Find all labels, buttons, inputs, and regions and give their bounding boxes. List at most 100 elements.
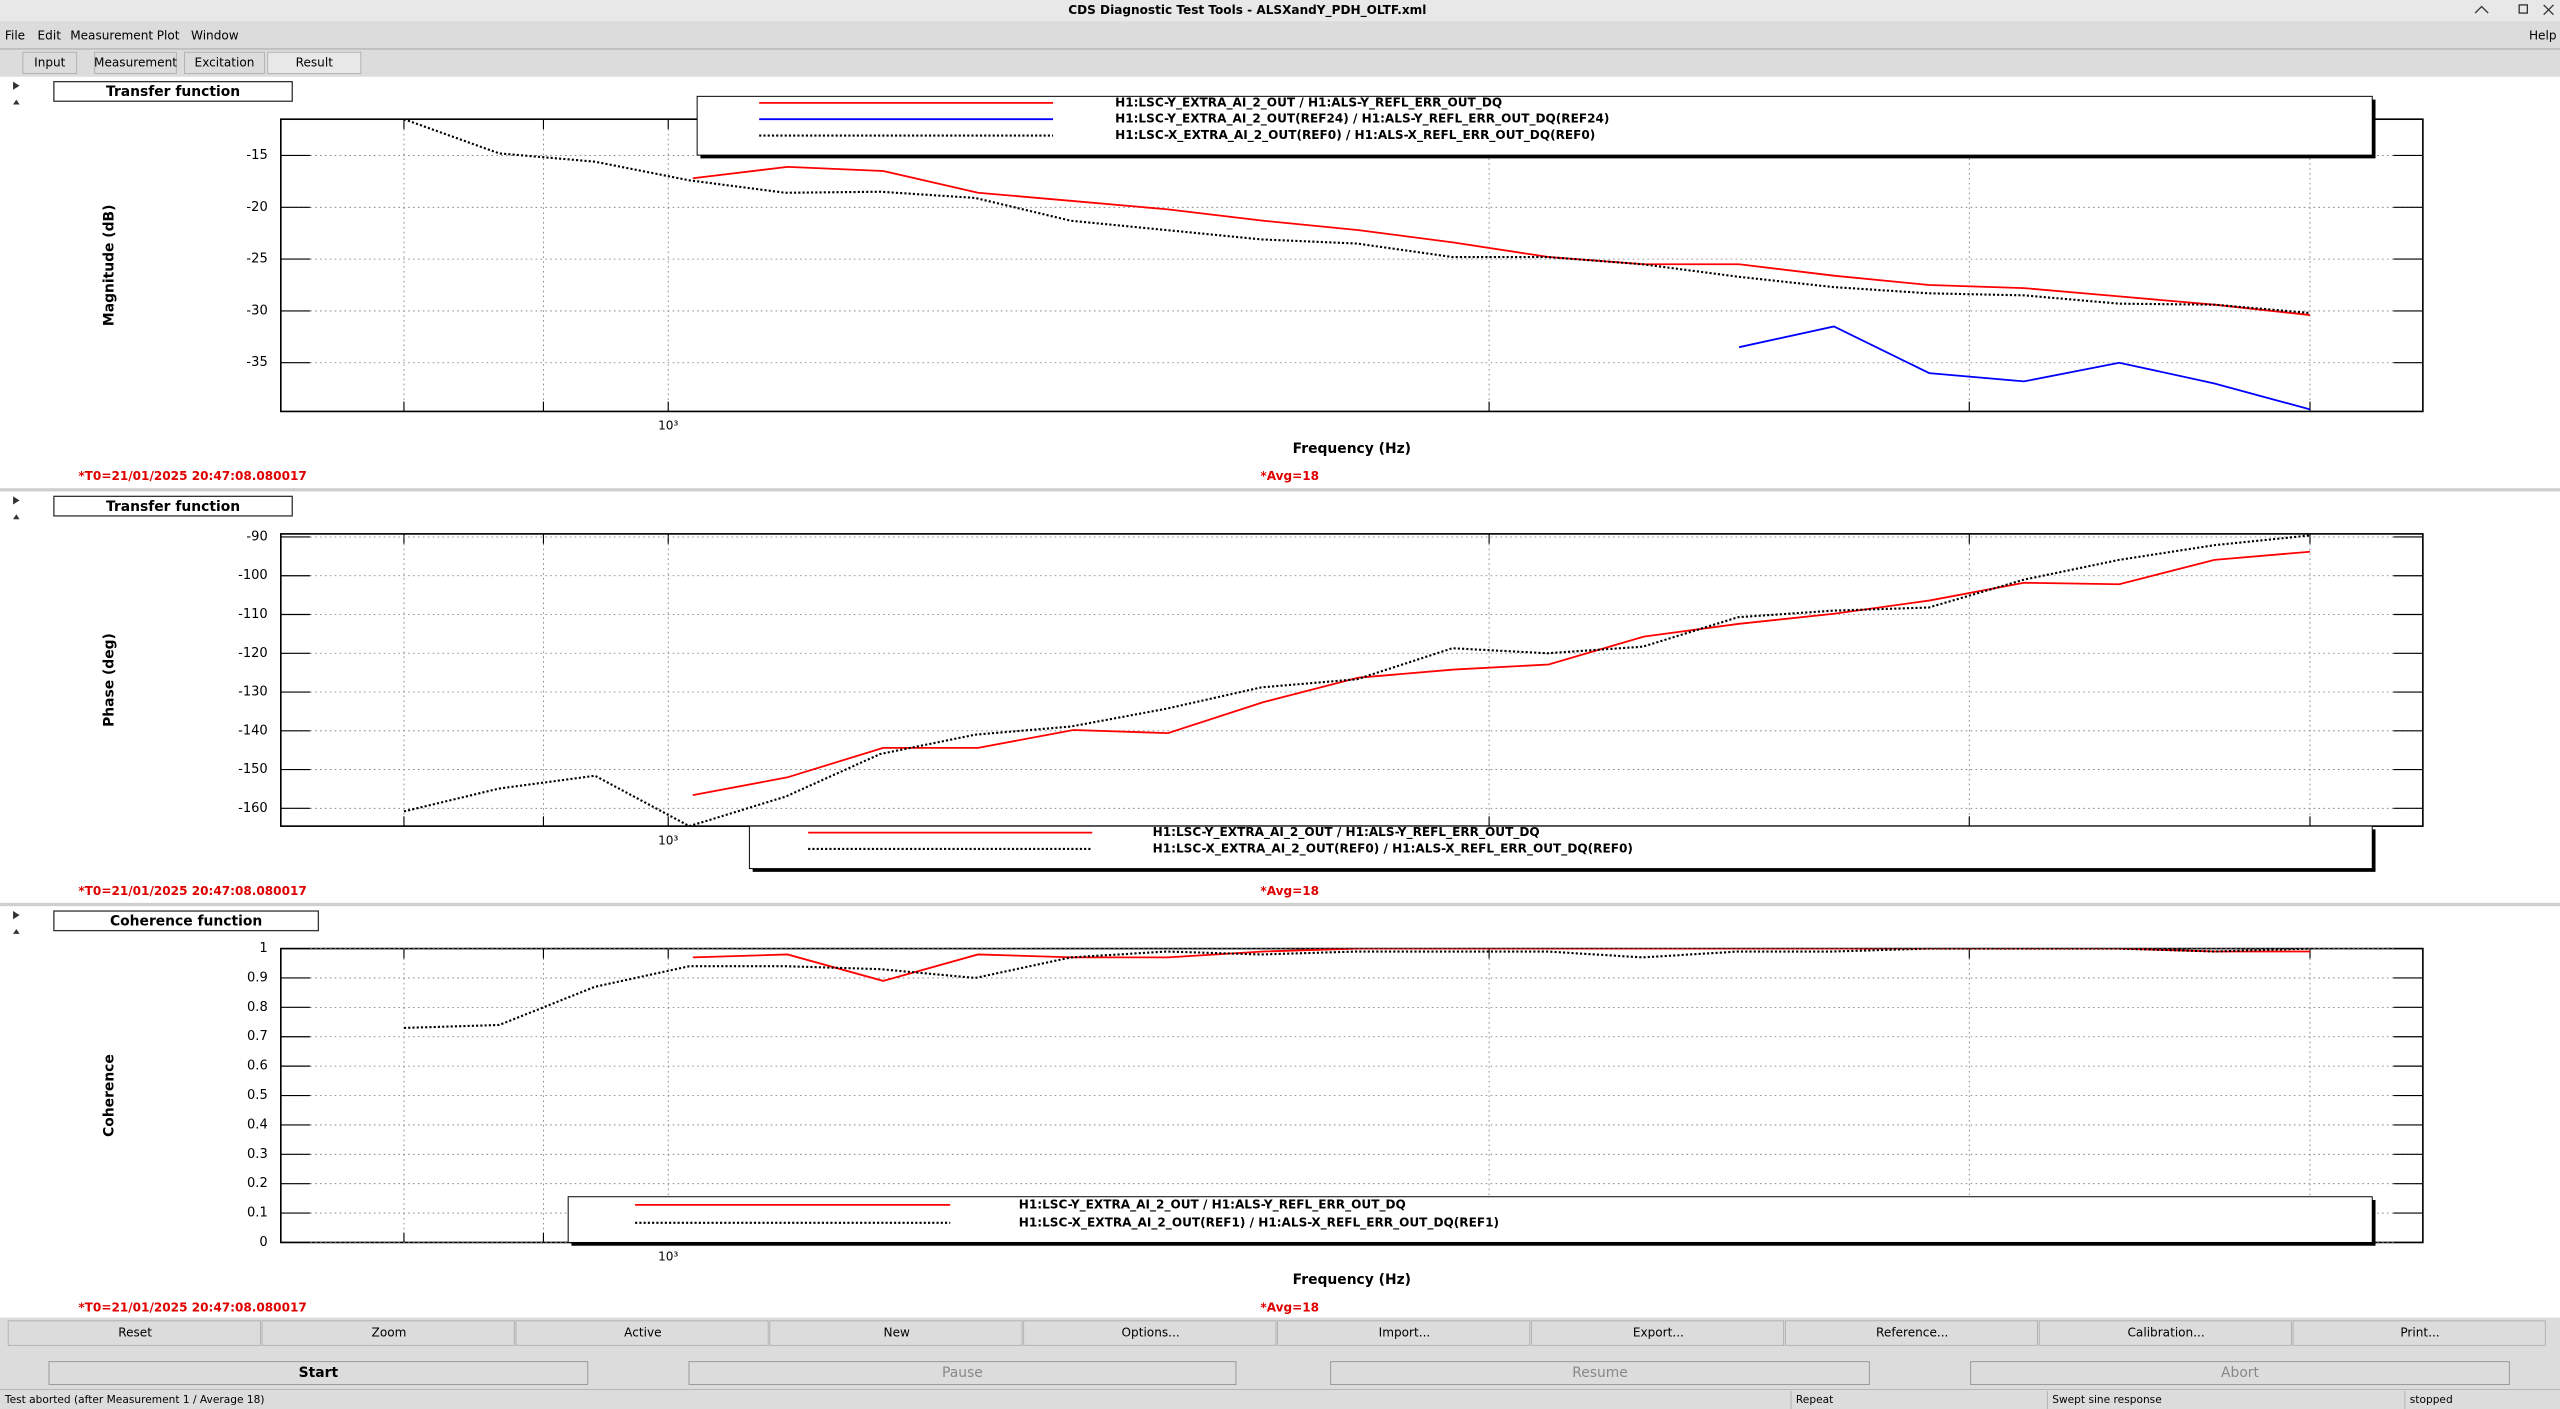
y-tick-label: 0	[259, 1235, 267, 1250]
panel-title: Transfer function	[106, 84, 240, 100]
tab-label[interactable]: Result	[296, 55, 334, 69]
toolbar-button[interactable]	[769, 1320, 1023, 1346]
status-text: Test aborted (after Measurement 1 / Aver…	[4, 1393, 265, 1406]
y-tick-label: 0.7	[247, 1029, 268, 1044]
help-menu[interactable]: Help	[2529, 28, 2557, 42]
toolbar-button[interactable]	[1784, 1320, 2038, 1346]
control-button[interactable]	[1330, 1361, 1870, 1385]
control-button[interactable]	[688, 1361, 1237, 1385]
series-line	[692, 948, 2310, 982]
y-tick-label: -20	[246, 200, 267, 215]
menu-item[interactable]: File	[5, 28, 25, 42]
series-line	[1738, 325, 2311, 411]
control-button-label[interactable]: Resume	[1572, 1365, 1628, 1381]
toolbar-button[interactable]	[1023, 1320, 1277, 1346]
y-tick-label: 0.3	[247, 1147, 268, 1162]
y-tick-label: -25	[246, 252, 267, 267]
ui: File Edit Measurement Plot Window Input Measur…	[0, 28, 2560, 1409]
tab[interactable]	[22, 51, 78, 74]
close-button[interactable]	[2543, 4, 2554, 16]
toolbar-button-label[interactable]: Active	[624, 1326, 661, 1340]
timestamp-annotation: *T0=21/01/2025 20:47:08.080017	[78, 1300, 306, 1314]
toolbar-button-label[interactable]: Calibration...	[2128, 1326, 2205, 1340]
menu-item[interactable]: Edit	[38, 28, 62, 42]
panel-label-box	[53, 910, 320, 932]
control-button[interactable]	[48, 1361, 589, 1385]
timestamp-annotation: *T0=21/01/2025 20:47:08.080017	[78, 469, 306, 483]
y-tick-label: -130	[238, 685, 268, 700]
panel-arrow[interactable]	[13, 496, 20, 505]
panel-separator	[0, 488, 2560, 492]
panel-arrow[interactable]	[13, 928, 20, 934]
panel-arrow[interactable]	[13, 911, 20, 920]
toolbar-button[interactable]	[515, 1320, 769, 1346]
tab[interactable]	[184, 51, 265, 74]
toolbar-button-label[interactable]: Options...	[1122, 1326, 1180, 1340]
series-line	[403, 534, 2311, 827]
series-line	[403, 948, 2311, 1029]
toolbar-button[interactable]	[1531, 1320, 1785, 1346]
tab-label[interactable]: Input	[34, 55, 66, 69]
tab-label[interactable]: Excitation	[195, 55, 255, 69]
toolbar-button-label[interactable]: New	[884, 1326, 910, 1340]
y-tick-label: 1	[259, 941, 267, 956]
x-tick-label: 10³	[658, 1250, 678, 1264]
series-line	[692, 550, 2311, 797]
charts: Transfer function 10³ -35 -30 -25 -20 -15 Magni…	[0, 80, 2560, 1314]
status-text: Swept sine response	[2052, 1393, 2162, 1406]
menu-item[interactable]: Window	[191, 28, 239, 42]
toolbar-button-label[interactable]: Export...	[1633, 1326, 1684, 1340]
chart-panel: Transfer function 10³ -160 -150 -140 -130 -120…	[0, 488, 2560, 898]
y-tick-label: -15	[246, 148, 267, 163]
toolbar-button-label[interactable]: Import...	[1379, 1326, 1431, 1340]
toolbar-button-label[interactable]: Reference...	[1876, 1326, 1948, 1340]
panel-arrow[interactable]	[13, 99, 20, 105]
tab[interactable]	[267, 51, 362, 74]
menu-item[interactable]: Measurement	[70, 28, 153, 42]
toolbar-button[interactable]	[2038, 1320, 2292, 1346]
timestamp-annotation: *T0=21/01/2025 20:47:08.080017	[78, 884, 306, 898]
legend-label: H1:LSC-Y_EXTRA_AI_2_OUT / H1:ALS-Y_REFL_…	[1115, 95, 1502, 110]
y-axis-label: Coherence	[101, 1054, 117, 1137]
window-controls[interactable]	[2474, 4, 2554, 16]
tab-label[interactable]: Measurement	[94, 55, 177, 69]
average-annotation: *Avg=18	[1260, 1300, 1319, 1314]
panel-arrow[interactable]	[13, 81, 20, 90]
tab[interactable]	[94, 51, 177, 74]
legend-box	[696, 95, 2373, 156]
chart-panel: Transfer function 10³ -35 -30 -25 -20 -15 Magni…	[13, 80, 2424, 483]
y-tick-label: -160	[238, 801, 268, 816]
toolbar-button[interactable]	[1277, 1320, 1531, 1346]
toolbar-button[interactable]	[2292, 1320, 2546, 1346]
y-axis-label: Phase (deg)	[101, 633, 117, 727]
y-tick-label: 0.2	[247, 1176, 268, 1191]
toolbar-button-label[interactable]: Zoom	[372, 1326, 407, 1340]
minimize-button[interactable]	[2474, 5, 2489, 14]
toolbar-button[interactable]	[7, 1320, 261, 1346]
y-tick-label: 0.6	[247, 1059, 268, 1074]
y-tick-label: 0.1	[247, 1206, 268, 1221]
toolbar-button-label[interactable]: Reset	[118, 1326, 152, 1340]
y-tick-label: -150	[238, 762, 268, 777]
maximize-button[interactable]	[2518, 4, 2528, 14]
y-tick-label: -110	[238, 607, 268, 622]
panel-arrow[interactable]	[13, 514, 20, 520]
control-button-label[interactable]: Abort	[2221, 1365, 2259, 1381]
toolbar-button-label[interactable]: Print...	[2400, 1326, 2439, 1340]
y-tick-label: -140	[238, 723, 268, 738]
y-axis-label: Magnitude (dB)	[101, 205, 117, 326]
control-button-label[interactable]: Start	[299, 1365, 339, 1381]
control-button[interactable]	[1970, 1361, 2510, 1385]
y-tick-label: -120	[238, 646, 268, 661]
toolbar-button[interactable]	[261, 1320, 515, 1346]
menu-item[interactable]: Plot	[157, 28, 180, 42]
status-text: stopped	[2410, 1393, 2453, 1406]
panel-title: Transfer function	[106, 499, 240, 515]
y-tick-label: -100	[238, 568, 268, 583]
x-tick-label: 10³	[658, 833, 678, 847]
control-button-label[interactable]: Pause	[942, 1365, 983, 1381]
y-tick-label: -90	[246, 529, 267, 544]
y-tick-label: 0.8	[247, 1000, 268, 1015]
y-tick-label: 0.9	[247, 970, 268, 985]
